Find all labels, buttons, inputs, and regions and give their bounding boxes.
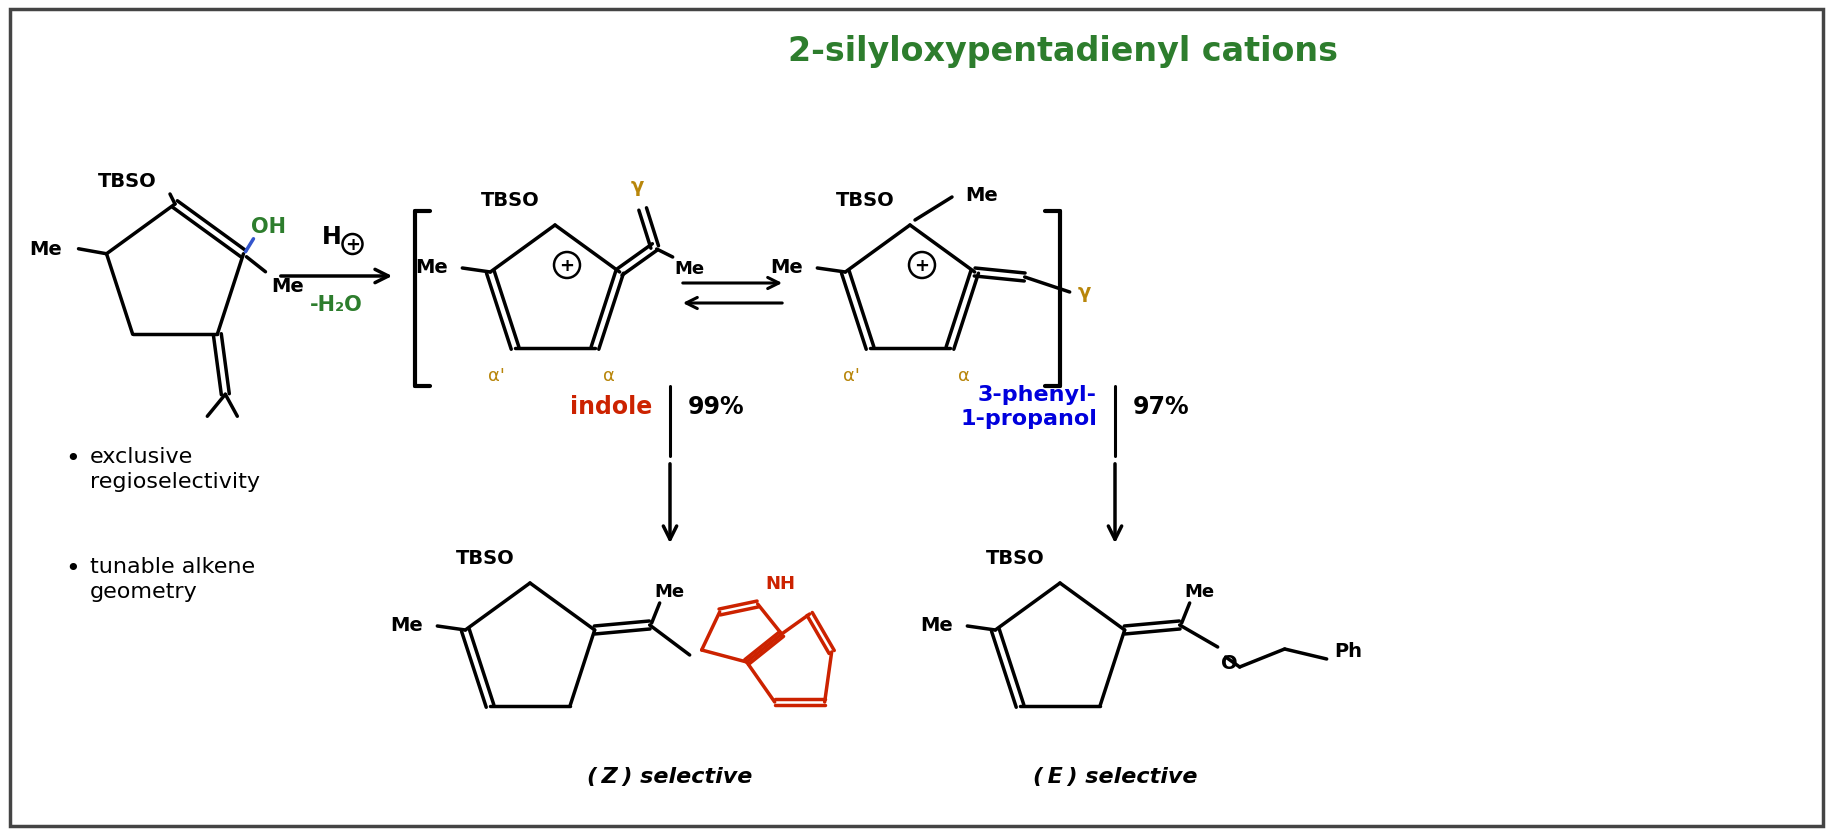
- Text: Me: Me: [964, 186, 997, 206]
- Text: TBSO: TBSO: [99, 171, 158, 191]
- Text: Me: Me: [1183, 583, 1215, 600]
- Text: γ: γ: [630, 176, 643, 196]
- Text: Me: Me: [29, 240, 62, 259]
- Text: NH: NH: [766, 574, 795, 592]
- Text: Me: Me: [769, 258, 802, 278]
- Text: TBSO: TBSO: [986, 548, 1044, 568]
- Text: indole: indole: [570, 395, 652, 419]
- Text: 2-silyloxypentadienyl cations: 2-silyloxypentadienyl cations: [788, 35, 1337, 68]
- Text: Ph: Ph: [1334, 642, 1361, 660]
- Text: γ: γ: [1077, 283, 1090, 302]
- Text: Me: Me: [390, 616, 423, 635]
- Text: α: α: [603, 366, 614, 385]
- Text: •: •: [64, 446, 81, 471]
- Text: •: •: [64, 556, 81, 580]
- Text: +: +: [344, 236, 359, 253]
- Text: exclusive
regioselectivity: exclusive regioselectivity: [90, 446, 260, 492]
- Text: 97%: 97%: [1132, 395, 1189, 419]
- Text: α: α: [958, 366, 969, 385]
- Text: Me: Me: [920, 616, 953, 635]
- Text: TBSO: TBSO: [456, 548, 515, 568]
- Text: 3-phenyl-
1-propanol: 3-phenyl- 1-propanol: [960, 384, 1096, 429]
- Text: TBSO: TBSO: [835, 191, 894, 210]
- Text: +: +: [559, 257, 573, 275]
- Text: 99%: 99%: [687, 395, 744, 419]
- Text: tunable alkene
geometry: tunable alkene geometry: [90, 556, 255, 601]
- Text: O: O: [1220, 653, 1237, 672]
- Text: Me: Me: [654, 583, 685, 600]
- Text: α': α': [843, 366, 859, 385]
- Text: ( E ) selective: ( E ) selective: [1031, 766, 1196, 786]
- Text: ( Z ) selective: ( Z ) selective: [586, 766, 753, 786]
- Text: -H₂O: -H₂O: [310, 294, 363, 314]
- Text: Me: Me: [674, 260, 705, 278]
- Text: TBSO: TBSO: [482, 191, 540, 210]
- Text: Me: Me: [271, 277, 304, 295]
- Text: α': α': [487, 366, 506, 385]
- Text: +: +: [914, 257, 929, 275]
- Text: OH: OH: [251, 217, 286, 237]
- Text: H: H: [321, 225, 341, 248]
- Text: Me: Me: [416, 258, 449, 278]
